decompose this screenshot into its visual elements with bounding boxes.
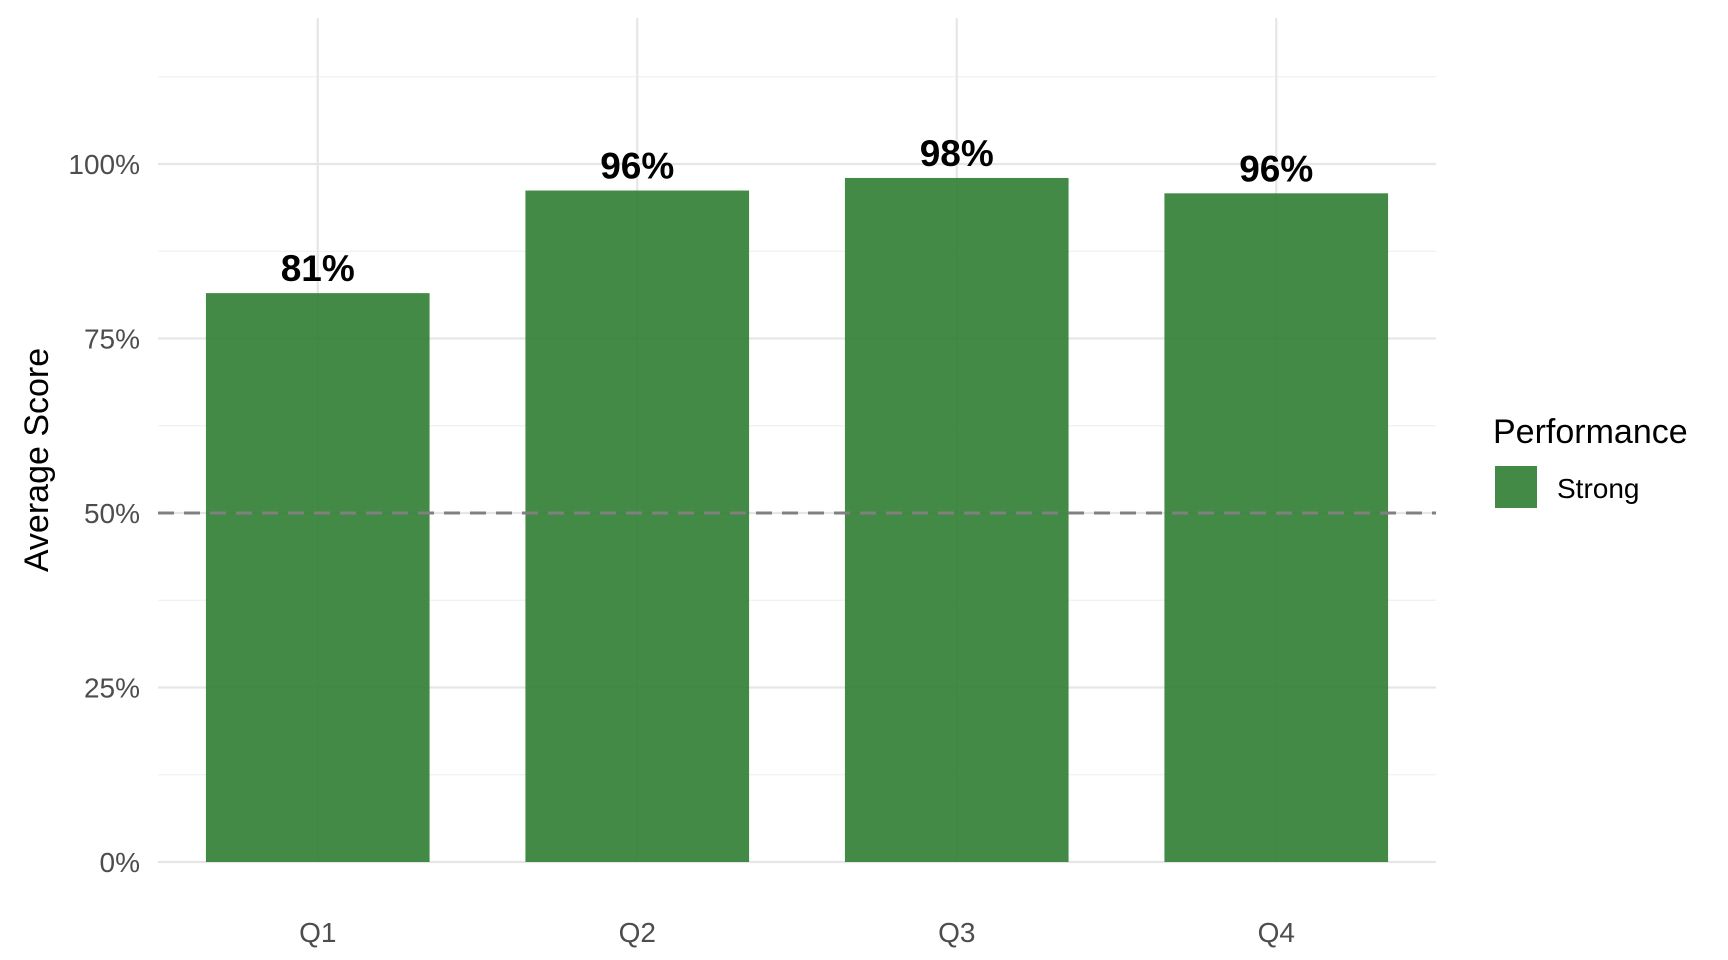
data-label-q1: 81% [281, 248, 355, 289]
bar-q2 [525, 190, 750, 863]
x-tick-label: Q1 [299, 917, 336, 948]
bars [205, 177, 1389, 863]
bar-q1 [205, 293, 430, 862]
y-tick-label: 100% [68, 149, 140, 180]
y-axis-title: Average Score [18, 348, 56, 572]
data-label-q3: 98% [920, 133, 994, 174]
axes: 0% 25% 50% 75% 100% Q1 Q2 Q3 Q4 Average Score [18, 149, 1295, 948]
data-labels: 81% 96% 98% 96% [281, 133, 1314, 289]
data-label-q2: 96% [600, 146, 674, 187]
y-tick-label: 25% [84, 673, 140, 704]
x-tick-label: Q3 [938, 917, 975, 948]
y-tick-label: 75% [84, 324, 140, 355]
legend-key-swatch [1495, 466, 1537, 508]
bar-q4 [1164, 193, 1389, 863]
data-label-q4: 96% [1239, 148, 1313, 189]
x-tick-label: Q2 [619, 917, 656, 948]
x-tick-label: Q4 [1258, 917, 1295, 948]
legend-item-label: Strong [1557, 473, 1640, 504]
y-tick-label: 0% [100, 847, 140, 878]
y-tick-label: 50% [84, 498, 140, 529]
legend-title: Performance [1493, 413, 1688, 451]
bar-q3 [844, 177, 1069, 862]
legend: Performance Strong [1493, 413, 1688, 508]
